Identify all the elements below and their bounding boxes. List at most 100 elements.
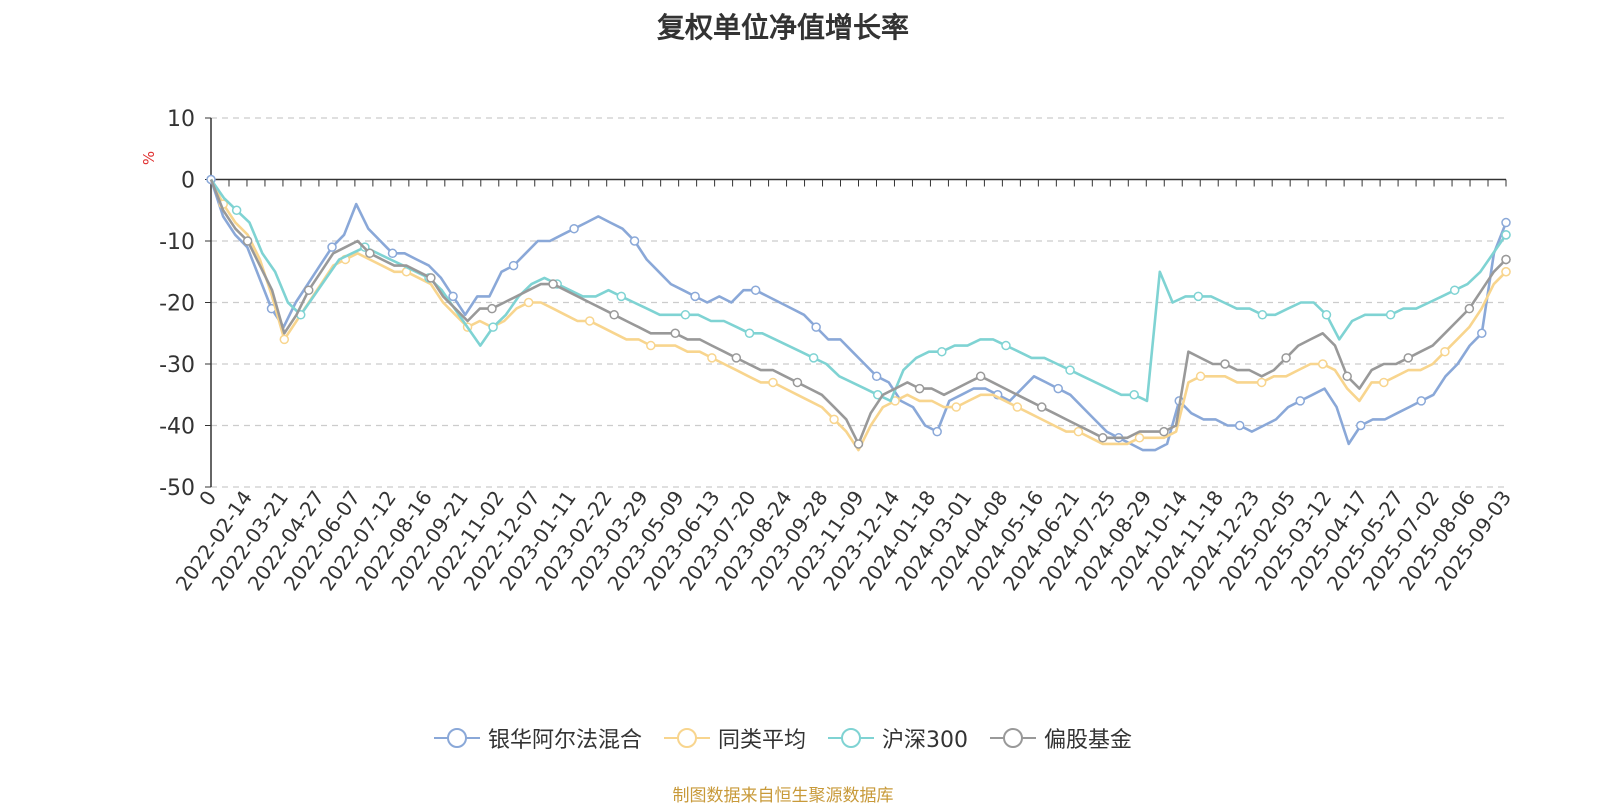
- grid-layer: [211, 117, 1506, 488]
- series-0-point: [690, 291, 700, 302]
- series-3-point: [242, 236, 253, 246]
- series-2-point: [1257, 310, 1268, 320]
- chart-area: 100-10-20-30-40-50 02022-02-142022-03-212…: [140, 107, 1516, 595]
- series-2-point: [1501, 230, 1511, 240]
- series-2-point: [488, 322, 498, 332]
- legend-item-equity-fund[interactable]: 偏股基金: [990, 722, 1132, 754]
- legend-label: 沪深300: [882, 728, 968, 753]
- series-3-point: [548, 279, 558, 289]
- series-2-point: [616, 291, 627, 302]
- series-1-point: [584, 316, 595, 326]
- series-1-point: [279, 334, 290, 345]
- series-line-1: [209, 178, 1507, 452]
- series-3-point: [1342, 371, 1352, 382]
- series-2-point: [1385, 310, 1396, 320]
- x-tick-label: 0: [194, 486, 221, 510]
- series-3-point: [914, 383, 925, 394]
- series-3-point: [975, 371, 986, 382]
- y-tick-label: -10: [159, 230, 195, 255]
- series-2-point: [937, 346, 947, 357]
- series-3-point: [1159, 426, 1169, 437]
- chart-title: 复权单位净值增长率: [656, 11, 909, 44]
- y-tick-label: -30: [159, 353, 195, 378]
- y-axis-label: %: [140, 151, 158, 165]
- y-tick-label: 0: [181, 169, 195, 194]
- series-3-point: [426, 273, 436, 283]
- series-1-point: [1073, 426, 1084, 437]
- legend-swatch-icon: [433, 728, 480, 748]
- series-1-point: [1195, 371, 1206, 382]
- series-0-point: [1356, 420, 1366, 431]
- series-3-point: [365, 248, 375, 259]
- series-1-point: [523, 297, 534, 308]
- series-3-point: [1220, 359, 1230, 369]
- series-1-point: [1134, 433, 1145, 443]
- series-0-point: [1501, 217, 1511, 228]
- y-tick-label: -50: [159, 476, 195, 501]
- series-2-point: [1321, 310, 1332, 320]
- series-2-point: [231, 205, 242, 215]
- y-tick-label: 10: [167, 107, 195, 132]
- legend-swatch-icon: [663, 728, 710, 748]
- series-0-point: [750, 285, 761, 295]
- series-2-point: [1193, 291, 1204, 302]
- series-3-point: [670, 328, 680, 338]
- legend-item-yinhua[interactable]: 银华阿尔法混合: [433, 722, 642, 754]
- axis-layer: 100-10-20-30-40-50 02022-02-142022-03-212…: [159, 107, 1516, 595]
- series-1-point: [1256, 377, 1267, 388]
- series-0-point: [387, 248, 398, 259]
- series-2-point: [744, 328, 755, 338]
- series-0-point: [871, 371, 882, 382]
- series-0-point: [327, 242, 337, 252]
- series-3-point: [1037, 402, 1047, 412]
- legend-swatch-icon: [828, 728, 874, 748]
- series-3-point: [731, 353, 742, 363]
- series-2-point: [1449, 285, 1460, 295]
- series-3-point: [1098, 433, 1108, 443]
- series-1-point: [1012, 402, 1023, 412]
- legend-label: 银华阿尔法混合: [487, 728, 642, 753]
- legend-label: 偏股基金: [1044, 728, 1133, 753]
- y-tick-label: -40: [159, 415, 195, 440]
- series-2-point: [1129, 390, 1139, 400]
- series-1-point: [768, 377, 778, 388]
- series-0-point: [1295, 396, 1306, 406]
- series-2-point: [680, 310, 691, 320]
- series-3-point: [609, 310, 619, 320]
- series-1-point: [829, 414, 839, 425]
- series-0-point: [1477, 328, 1487, 338]
- series-3-point: [792, 377, 803, 388]
- legend-label: 同类平均: [717, 728, 806, 753]
- series-3-point: [1501, 254, 1511, 265]
- series-3-point: [303, 285, 314, 295]
- series-0-point: [811, 322, 821, 332]
- series-1-point: [1440, 346, 1450, 357]
- series-0-point: [1234, 420, 1245, 431]
- series-layer: [206, 174, 1511, 452]
- series-0-point: [569, 223, 579, 234]
- legend-item-csi300[interactable]: 沪深300: [828, 722, 968, 754]
- series-0-point: [448, 291, 458, 302]
- series-1-point: [707, 353, 717, 363]
- series-1-point: [1317, 359, 1328, 369]
- series-0-point: [932, 426, 942, 437]
- series-2-point: [1001, 340, 1011, 351]
- series-0-point: [508, 260, 519, 271]
- series-3-point: [1464, 303, 1475, 314]
- legend-swatch-icon: [990, 728, 1036, 748]
- series-2-point: [808, 353, 819, 363]
- series-3-point: [1281, 353, 1291, 363]
- series-line-2: [209, 178, 1508, 403]
- series-2-point: [1065, 365, 1075, 375]
- legend-item-peer-average[interactable]: 同类平均: [663, 722, 806, 754]
- series-1-point: [951, 402, 961, 412]
- series-3-point: [1403, 353, 1414, 363]
- y-tick-label: -20: [159, 292, 195, 317]
- series-1-point: [1379, 377, 1389, 388]
- series-1-point: [1501, 267, 1511, 277]
- series-line-3: [209, 179, 1507, 446]
- series-0-point: [1416, 396, 1427, 406]
- series-0-point: [1053, 383, 1063, 394]
- source-note: 制图数据来自恒生聚源数据库: [672, 786, 894, 806]
- series-3-point: [853, 439, 864, 449]
